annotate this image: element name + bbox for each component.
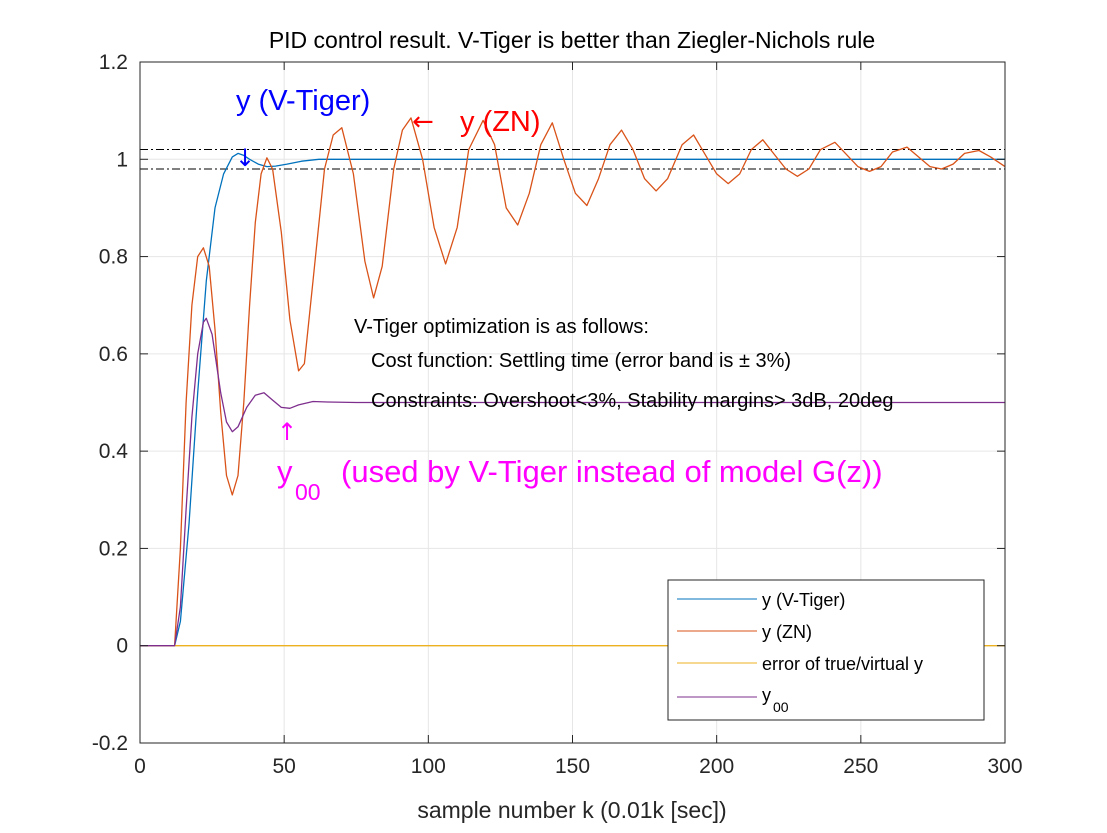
ticks: 0 50 100 150 200 250 300 -0.2 0 0.2 0.4 0.6 0.8 1 1.2 <box>92 51 1023 778</box>
series-line-3 <box>140 317 1005 647</box>
legend-label-vtiger: y (V-Tiger) <box>762 590 845 610</box>
y-tick-label: 0.2 <box>99 537 128 560</box>
x-tick-label: 300 <box>987 755 1022 778</box>
x-tick-label: 0 <box>134 755 146 778</box>
y-tick-label: -0.2 <box>92 732 128 755</box>
vtiger-arrow-icon: ↓ <box>235 144 255 172</box>
x-tick-label: 250 <box>843 755 878 778</box>
y-tick-label: 0 <box>116 635 128 658</box>
y-tick-label: 1 <box>116 148 128 171</box>
y00-annotation-base: y <box>277 454 293 489</box>
series-line-1 <box>140 117 1006 647</box>
zn-arrow-icon: ← <box>412 107 434 137</box>
reference-lines <box>140 149 1005 170</box>
legend-label-y00: y <box>762 685 771 705</box>
legend-label-error: error of true/virtual y <box>762 654 923 674</box>
annotations: y (V-Tiger) ↓ ← y (ZN) V-Tiger optimizat… <box>235 85 894 505</box>
x-tick-label: 100 <box>411 755 446 778</box>
y-tick-label: 0.4 <box>99 440 129 463</box>
x-tick-label: 150 <box>555 755 590 778</box>
opt-title: V-Tiger optimization is as follows: <box>354 316 649 338</box>
legend: y (V-Tiger) y (ZN) error of true/virtual… <box>667 579 985 721</box>
y00-annotation-sub: 00 <box>295 479 321 505</box>
x-tick-label: 200 <box>699 755 734 778</box>
y-tick-label: 1.2 <box>99 51 128 74</box>
y00-arrow-icon: ↑ <box>277 418 297 446</box>
y-tick-label: 0.6 <box>99 343 128 366</box>
chart-title: PID control result. V-Tiger is better th… <box>269 27 875 53</box>
series-group <box>140 117 1006 647</box>
opt-cost: Cost function: Settling time (error band… <box>371 350 791 372</box>
x-tick-label: 50 <box>272 755 295 778</box>
series-line-0 <box>140 152 1005 647</box>
legend-label-zn: y (ZN) <box>762 622 812 642</box>
vtiger-annotation: y (V-Tiger) <box>236 85 370 117</box>
y-tick-label: 0.8 <box>99 246 128 269</box>
opt-constraints: Constraints: Overshoot<3%, Stability mar… <box>371 390 894 412</box>
legend-label-y00-sub: 00 <box>773 699 789 715</box>
x-axis-label: sample number k (0.01k [sec]) <box>417 797 726 823</box>
zn-annotation: y (ZN) <box>460 106 541 138</box>
y00-annotation-text: (used by V-Tiger instead of model G(z)) <box>341 454 883 489</box>
